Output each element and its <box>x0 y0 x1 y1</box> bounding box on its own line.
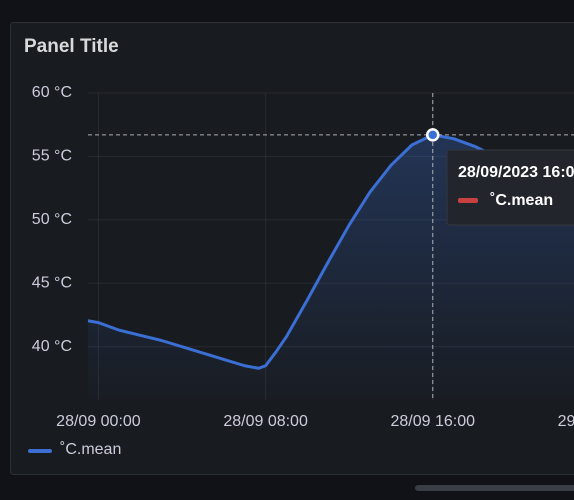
scrollbar[interactable] <box>415 485 574 491</box>
y-tick-label: 55 °C <box>32 148 72 165</box>
x-tick-label: 29/09 00:00 <box>558 413 574 430</box>
y-tick-label: 40 °C <box>32 338 72 355</box>
tooltip-series: ˚C.mean <box>490 192 553 209</box>
x-tick-label: 28/09 08:00 <box>223 413 308 430</box>
y-tick-label: 45 °C <box>32 275 72 292</box>
x-tick-label: 28/09 00:00 <box>56 413 141 430</box>
tooltip <box>446 149 574 226</box>
x-tick-label: 28/09 16:00 <box>390 413 475 430</box>
hover-point <box>426 128 440 142</box>
tooltip-title: 28/09/2023 16:00:00 <box>458 164 574 181</box>
panel-title: Panel Title <box>24 36 119 57</box>
y-tick-label: 50 °C <box>32 211 72 228</box>
y-tick-label: 60 °C <box>32 84 72 101</box>
legend-label[interactable]: ˚C.mean <box>60 441 121 458</box>
tooltip-swatch <box>458 198 478 203</box>
